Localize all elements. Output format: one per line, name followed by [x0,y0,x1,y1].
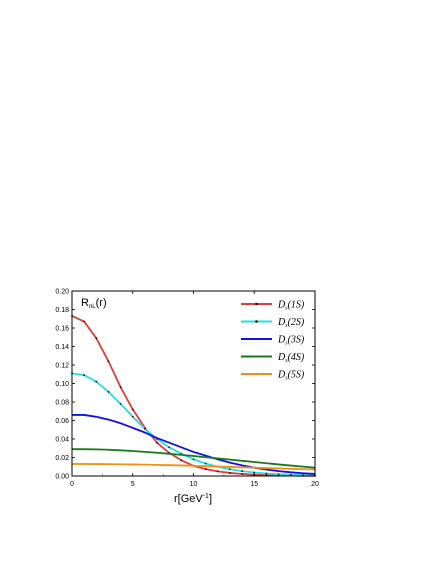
y-tick-label: 0.14 [55,344,69,351]
y-tick-label: 0.00 [55,474,69,481]
series-point-5 [131,463,134,466]
series-point-2 [119,402,122,405]
y-tick-label: 0.18 [55,307,69,314]
y-tick-label: 0.02 [55,455,69,462]
series-point-5 [289,467,292,470]
panel-label: RnL(r) [81,297,107,310]
y-tick-label: 0.10 [55,381,69,388]
series-point-1 [156,441,158,444]
series-point-5 [119,463,122,466]
series-point-2 [277,473,280,476]
y-tick-label: 0.06 [55,418,69,425]
panel-label-main: R [81,297,89,309]
x-axis-label-main: r[GeV [174,493,203,505]
x-tick-label: 5 [131,481,135,488]
series-point-1 [229,472,231,474]
legend-label-3: Ds(3S) [277,335,305,347]
series-point-1 [204,468,207,470]
series-point-1 [95,337,98,340]
panel-label-sub: nL [89,304,96,310]
series-point-5 [95,463,98,465]
axes: 0 5 10 15 20 0.00 0.02 0.04 0.06 0.08 0.10 0.12 0.14… [55,289,319,489]
series-point-2 [131,415,134,418]
series-point-5 [265,467,268,469]
x-axis-label: r[GeV-1] [174,493,212,505]
series-point-2 [204,462,207,465]
x-tick-label: 10 [190,481,198,488]
series-point-5 [107,463,110,466]
series-point-5 [301,468,304,471]
y-tick-label: 0.16 [55,326,69,333]
series-point-2 [95,380,98,383]
legend-label-4: Ds(4S) [277,352,305,364]
series-point-2 [192,458,195,461]
series-point-1 [180,459,183,462]
series-point-2 [241,470,244,472]
series-point-5 [156,464,158,466]
series-point-5 [168,464,171,467]
legend-label-5: Ds(5S) [277,370,305,382]
x-tick-label: 0 [70,481,74,488]
series-point-5 [144,463,146,466]
series-point-1 [119,386,122,389]
series-line-4 [72,448,316,469]
series-point-2 [253,471,256,474]
x-axis-label-tail: ] [209,493,212,505]
series-point-2 [265,472,268,475]
series-point-5 [204,465,207,468]
series-point-5 [180,464,183,467]
legend-marker-1 [255,302,258,306]
series-point-1 [241,473,244,475]
y-tick-label: 0.20 [55,289,69,296]
series-point-5 [192,464,195,467]
series-point-5 [253,466,256,469]
legend: Ds(1S) Ds(2S) Ds(3S) Ds(4S) Ds(5S) [241,300,305,382]
series-point-1 [83,320,86,323]
legend-label-2: Ds(2S) [277,317,305,329]
series-point-2 [229,468,231,471]
series-point-2 [168,446,171,449]
series-point-5 [241,466,244,469]
x-tick-label: 20 [311,481,319,488]
legend-marker-2 [255,320,258,323]
x-tick-label: 15 [250,481,258,488]
series-point-5 [83,463,86,465]
series-point-2 [107,390,110,393]
panel-label-tail: (r) [96,297,107,309]
series-point-1 [131,408,134,411]
series-point-2 [144,427,146,430]
y-tick-label: 0.04 [55,437,69,444]
series-point-1 [107,360,110,363]
legend-label-1: Ds(1S) [277,300,305,312]
series-point-5 [216,465,219,468]
legend-marker-5 [255,372,258,376]
x-axis-label-sup: -1 [203,493,209,500]
series-point-5 [277,467,280,470]
series-layer [71,315,316,477]
y-tick-label: 0.12 [55,363,69,370]
series-point-2 [83,374,86,377]
series-point-1 [216,470,219,473]
series-line-3 [72,414,316,475]
y-tick-label: 0.08 [55,400,69,407]
series-point-2 [289,473,292,476]
series-point-5 [229,466,231,468]
